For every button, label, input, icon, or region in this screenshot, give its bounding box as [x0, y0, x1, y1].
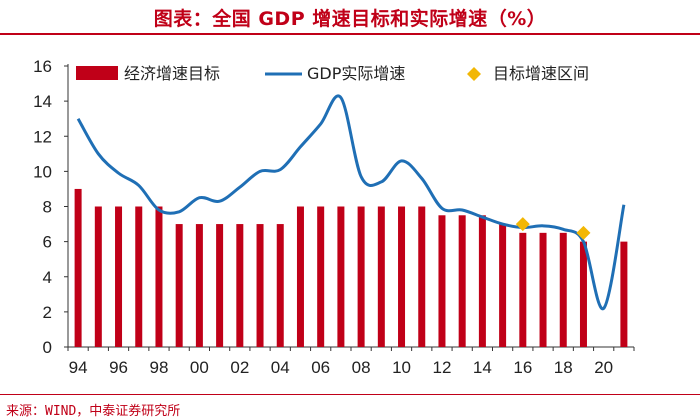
- x-tick-label: 10: [392, 358, 411, 377]
- target-bar: [94, 206, 102, 347]
- target-bar: [539, 232, 547, 347]
- x-tick-label: 06: [311, 358, 330, 377]
- title-bar: 图表：全国 GDP 增速目标和实际增速（%）: [0, 0, 700, 35]
- target-bar: [377, 206, 385, 347]
- y-tick-label: 16: [33, 57, 52, 76]
- x-tick-label: 00: [190, 358, 209, 377]
- source-divider: [0, 394, 700, 395]
- target-bar: [256, 224, 264, 347]
- y-axis: 0 2 4 6 8 10 12 14 16: [33, 57, 69, 357]
- legend-swatch-diamond: [467, 67, 481, 81]
- x-tick-label: 96: [109, 358, 128, 377]
- x-tick-label: 20: [594, 358, 613, 377]
- legend-swatch-bar: [76, 66, 118, 80]
- target-bar: [195, 224, 203, 347]
- target-bar: [115, 206, 123, 347]
- y-tick-label: 4: [43, 268, 52, 287]
- gdp-line-path: [76, 94, 626, 310]
- page-title: 图表：全国 GDP 增速目标和实际增速（%）: [153, 8, 547, 30]
- x-tick-label: 14: [473, 358, 492, 377]
- x-tick-label: 94: [69, 358, 88, 377]
- target-bar: [620, 241, 628, 347]
- target-bar: [579, 241, 587, 347]
- legend-label-target: 经济增速目标: [124, 64, 220, 83]
- target-bars: [74, 188, 628, 347]
- target-bar: [398, 206, 406, 347]
- x-tick-label: 12: [433, 358, 452, 377]
- target-bar: [478, 215, 486, 347]
- target-bar: [458, 215, 466, 347]
- y-tick-label: 12: [33, 127, 52, 146]
- x-axis: 94 96 98 00 02 04 06 08 10 12 14 16 18 20: [67, 346, 635, 377]
- target-bar: [357, 206, 365, 347]
- legend: 经济增速目标 GDP实际增速 目标增速区间: [76, 64, 589, 83]
- x-tick-label: 04: [271, 358, 290, 377]
- x-tick-label: 18: [554, 358, 573, 377]
- target-bar: [155, 206, 163, 347]
- target-range-diamond: [576, 225, 591, 240]
- target-bar: [499, 224, 507, 347]
- title-divider: [0, 33, 700, 35]
- x-tick-label: 02: [230, 358, 249, 377]
- target-bar: [74, 188, 82, 347]
- source-note: 来源：WIND，中泰证券研究所: [6, 404, 181, 419]
- y-tick-label: 0: [43, 338, 52, 357]
- y-tick-label: 14: [33, 92, 52, 111]
- legend-label-range: 目标增速区间: [493, 64, 589, 83]
- x-tick-label: 98: [150, 358, 169, 377]
- target-bar: [317, 206, 325, 347]
- target-bar: [418, 206, 426, 347]
- legend-label-actual: GDP实际增速: [307, 64, 405, 83]
- target-bar: [135, 206, 143, 347]
- target-bar: [519, 232, 527, 347]
- target-bar: [175, 224, 183, 347]
- x-tick-label: 08: [352, 358, 371, 377]
- target-bar: [559, 232, 567, 347]
- target-bar: [236, 224, 244, 347]
- target-range-markers: [515, 217, 591, 240]
- y-tick-label: 8: [43, 198, 52, 217]
- x-tick-label: 16: [513, 358, 532, 377]
- y-tick-label: 10: [33, 162, 52, 181]
- target-range-diamond: [515, 217, 530, 232]
- y-tick-label: 6: [43, 233, 52, 252]
- target-bar: [216, 224, 224, 347]
- target-bar: [438, 215, 446, 347]
- y-tick-label: 2: [43, 303, 52, 322]
- target-bar: [276, 224, 284, 347]
- target-bar: [296, 206, 304, 347]
- target-bar: [337, 206, 345, 347]
- actual-growth-line: [76, 94, 626, 310]
